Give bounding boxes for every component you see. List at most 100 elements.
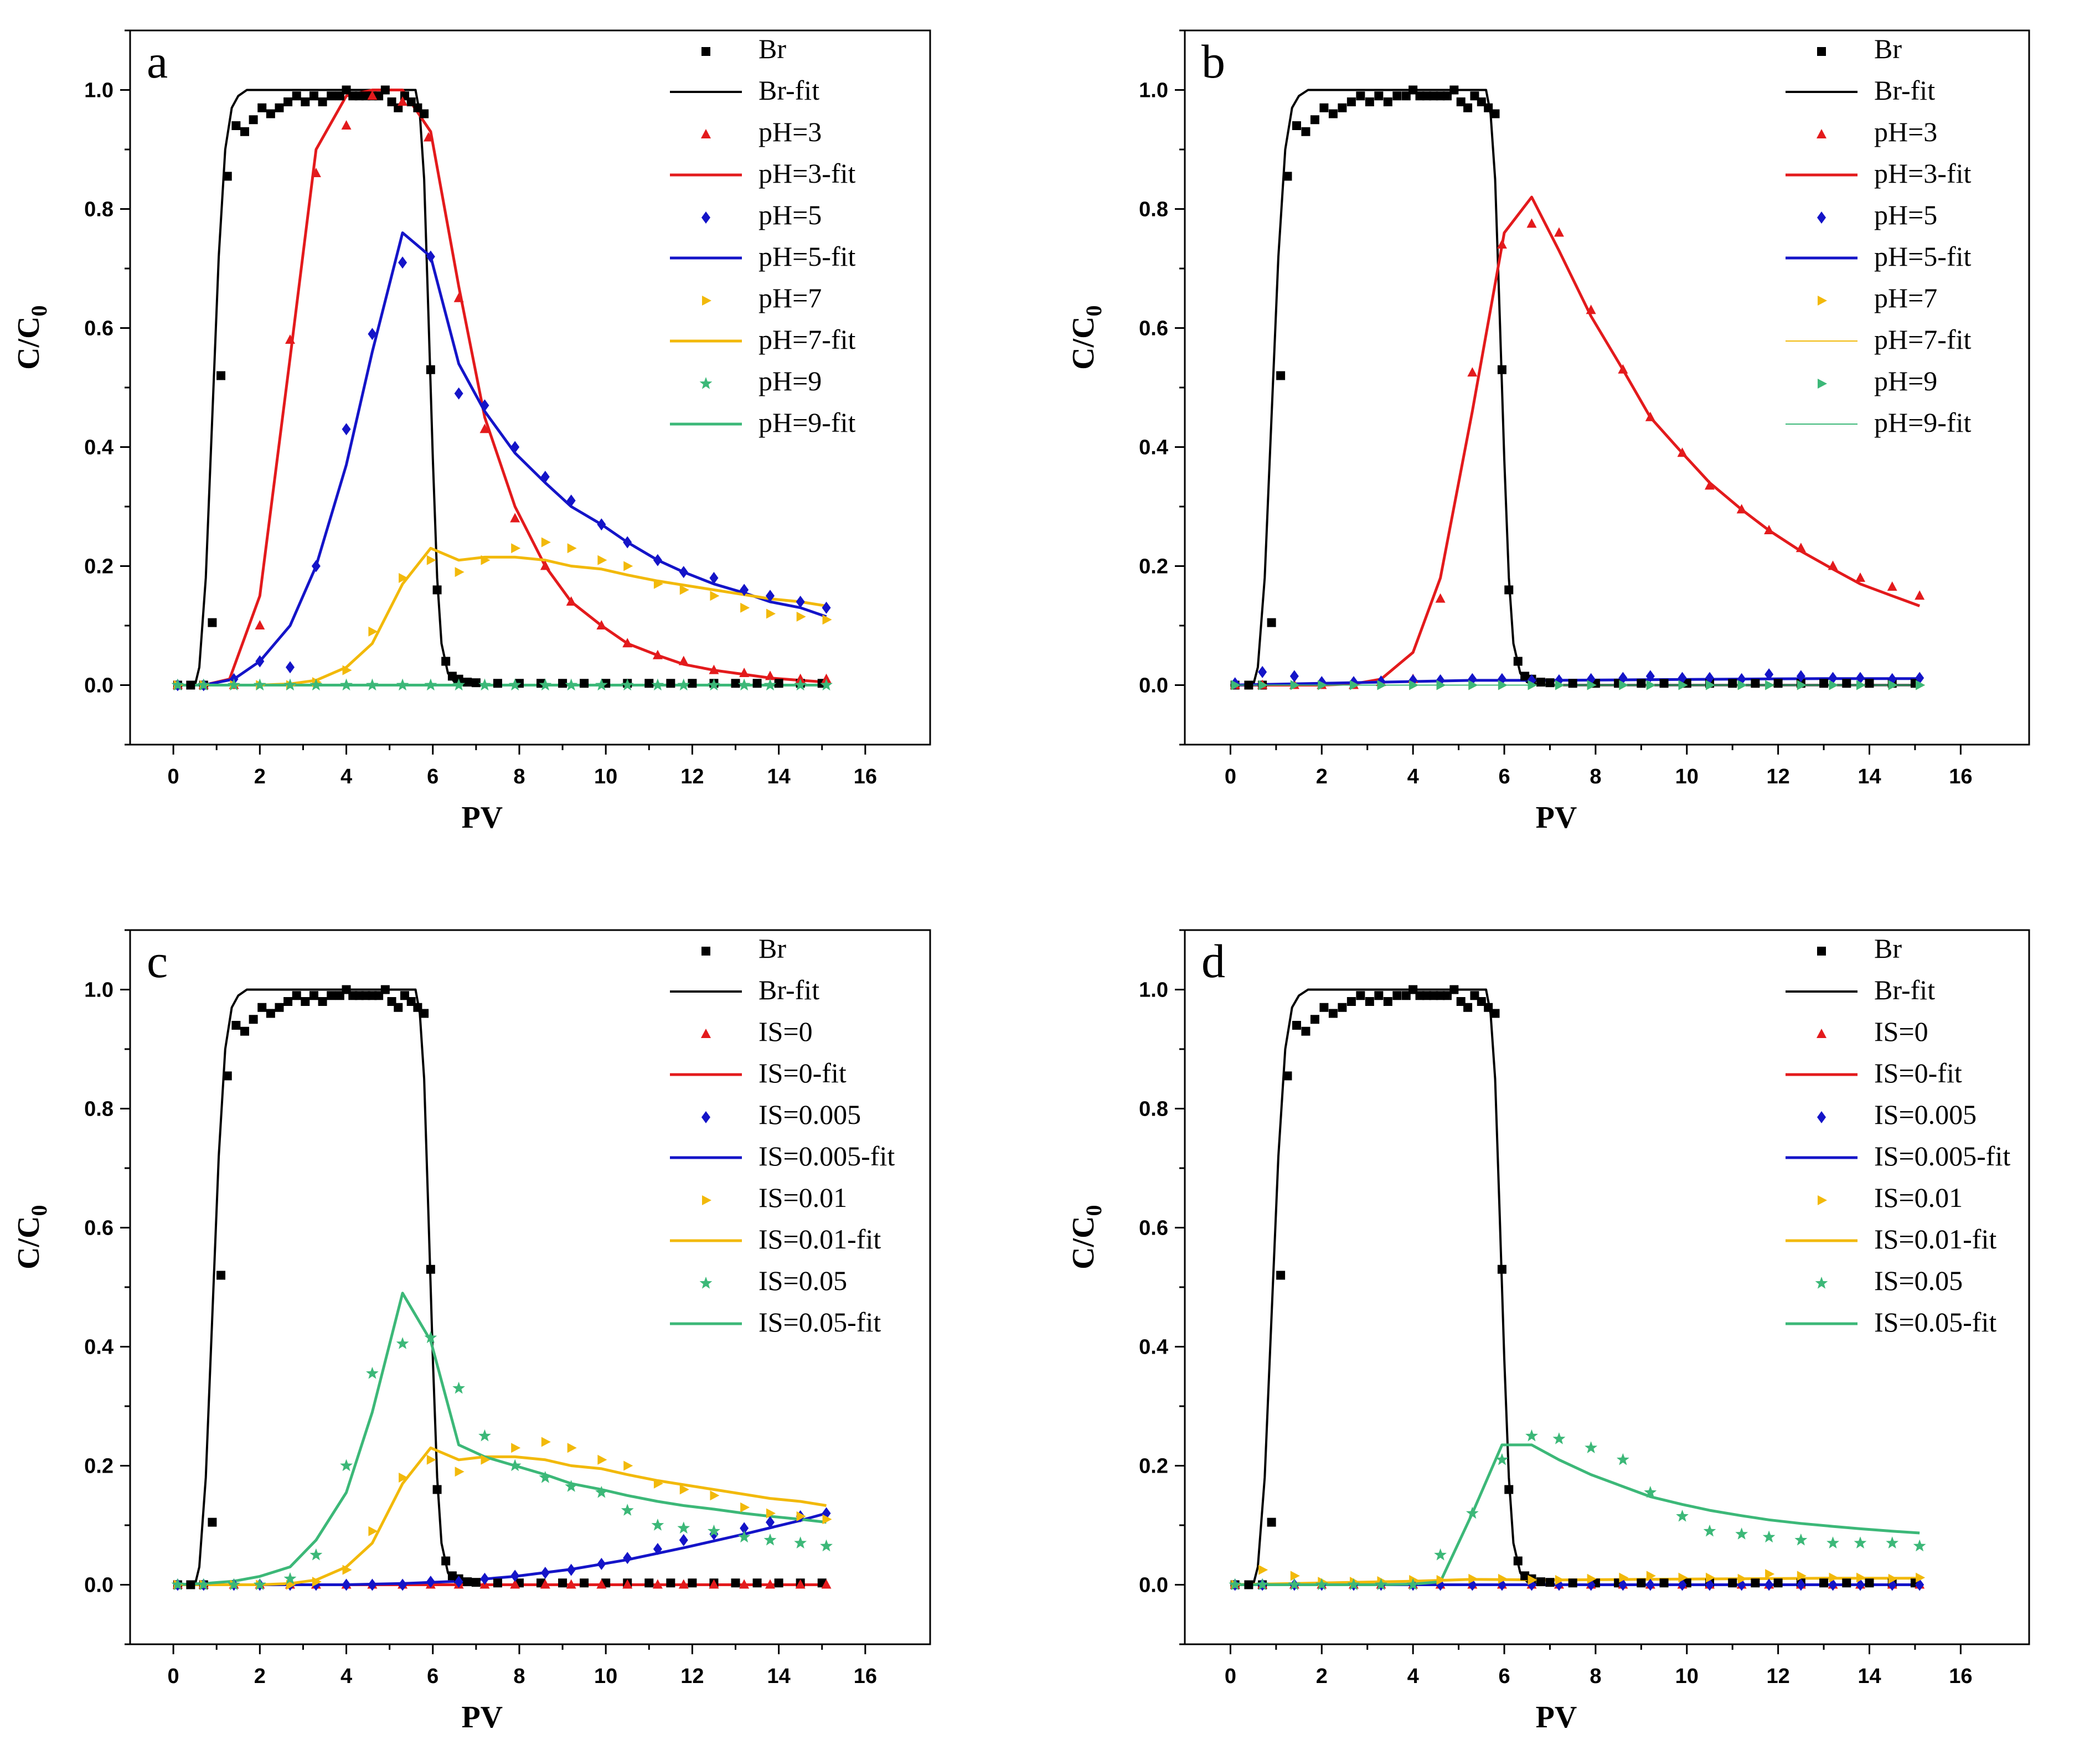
data-point (1310, 115, 1319, 125)
data-point (255, 620, 265, 629)
data-point (1338, 1003, 1347, 1012)
legend: Br Br-fit IS=0 IS=0-fit IS=0.005 IS=0.005-fit… (670, 933, 895, 1338)
data-point (366, 678, 379, 691)
data-point (795, 1579, 806, 1589)
y-tick-label: 0.6 (84, 1217, 113, 1240)
y-tick-label: 1.0 (84, 79, 113, 102)
legend-label: IS=0.01-fit (1874, 1224, 1996, 1255)
legend-marker (1817, 1111, 1826, 1123)
x-tick-label: 0 (1225, 1665, 1236, 1688)
y-tick-label: 0.0 (1139, 674, 1168, 698)
panel-label: c (147, 935, 168, 988)
data-point (1429, 991, 1438, 1000)
data-point (766, 590, 775, 602)
data-point (1422, 991, 1431, 1000)
x-tick-label: 0 (168, 765, 179, 788)
legend-label: IS=0 (1874, 1016, 1928, 1047)
data-point (426, 1454, 436, 1465)
data-point (1525, 1429, 1538, 1442)
data-point (1258, 1565, 1268, 1575)
data-point (653, 1478, 663, 1489)
data-point (1356, 991, 1365, 1000)
data-point (1338, 103, 1347, 112)
data-point (1434, 1548, 1447, 1561)
data-point (1495, 1453, 1509, 1465)
data-point (283, 1572, 297, 1584)
legend: Br Br-fit pH=3 pH=3-fit pH=5 pH=5-fit pH=7 pH=7… (1786, 33, 1971, 438)
data-point (1854, 1536, 1867, 1548)
data-point (1383, 997, 1392, 1006)
data-point (763, 1533, 777, 1546)
data-point (1436, 991, 1445, 1000)
data-point (1829, 1572, 1839, 1583)
data-point (597, 518, 606, 531)
data-point (540, 560, 550, 570)
series-line-IS=0.05-fit (1230, 1443, 1920, 1586)
data-point (688, 1578, 697, 1588)
data-point (1678, 680, 1688, 690)
data-point (266, 109, 275, 118)
x-tick-label: 10 (594, 1665, 617, 1688)
legend-label: IS=0.05-fit (759, 1307, 881, 1338)
series-points-pH=9 (1231, 680, 1926, 690)
data-point (1773, 679, 1783, 688)
legend-marker (701, 1029, 711, 1038)
data-point (292, 991, 301, 1000)
y-tick-label: 0.2 (1139, 1455, 1168, 1478)
x-tick-label: 16 (1949, 1665, 1972, 1688)
data-point (820, 1539, 833, 1552)
data-point (596, 1579, 607, 1589)
data-point (1490, 1009, 1500, 1018)
data-point (1645, 1578, 1655, 1591)
data-point (240, 1026, 249, 1036)
data-point (679, 566, 688, 579)
data-point (651, 1519, 664, 1531)
data-point (426, 1576, 435, 1588)
data-point (1374, 991, 1384, 1000)
data-point (822, 615, 832, 625)
data-point (253, 1578, 266, 1591)
data-point (197, 1578, 210, 1591)
x-tick-label: 4 (1407, 1665, 1419, 1688)
data-point (511, 543, 521, 554)
data-point (1587, 680, 1597, 690)
data-point (740, 602, 750, 613)
data-point (752, 1578, 762, 1588)
data-point (341, 120, 352, 130)
data-point (266, 1009, 275, 1018)
series-points-IS=0.05 (171, 1331, 833, 1591)
data-point (1659, 679, 1669, 688)
data-point (424, 678, 437, 691)
data-point (597, 555, 607, 565)
data-point (558, 1578, 567, 1588)
data-point (240, 127, 249, 136)
data-point (678, 655, 689, 665)
data-point (597, 1557, 606, 1570)
data-point (1552, 1432, 1566, 1444)
data-point (471, 1578, 481, 1587)
data-point (426, 1264, 435, 1274)
data-point (731, 679, 740, 688)
legend-marker (1817, 947, 1826, 956)
legend-label: IS=0.05 (1874, 1265, 1963, 1296)
data-point (1415, 991, 1425, 1000)
data-point (623, 1460, 633, 1471)
legend-label: IS=0-fit (759, 1057, 847, 1088)
data-point (1865, 1578, 1874, 1588)
data-point (398, 1578, 407, 1591)
data-point (1659, 1578, 1669, 1588)
data-point (1751, 679, 1760, 688)
data-point (1497, 365, 1506, 374)
data-point (1456, 97, 1466, 106)
legend-label: pH=5 (1874, 199, 1937, 230)
legend-label: IS=0-fit (1874, 1057, 1962, 1088)
data-point (1392, 91, 1402, 101)
data-point (567, 543, 577, 554)
data-point (652, 649, 663, 659)
data-point (1356, 91, 1365, 101)
x-tick-label: 16 (854, 765, 877, 788)
data-point (1449, 985, 1459, 994)
data-point (1258, 665, 1267, 678)
data-point (441, 1556, 451, 1566)
data-point (1773, 1578, 1783, 1588)
